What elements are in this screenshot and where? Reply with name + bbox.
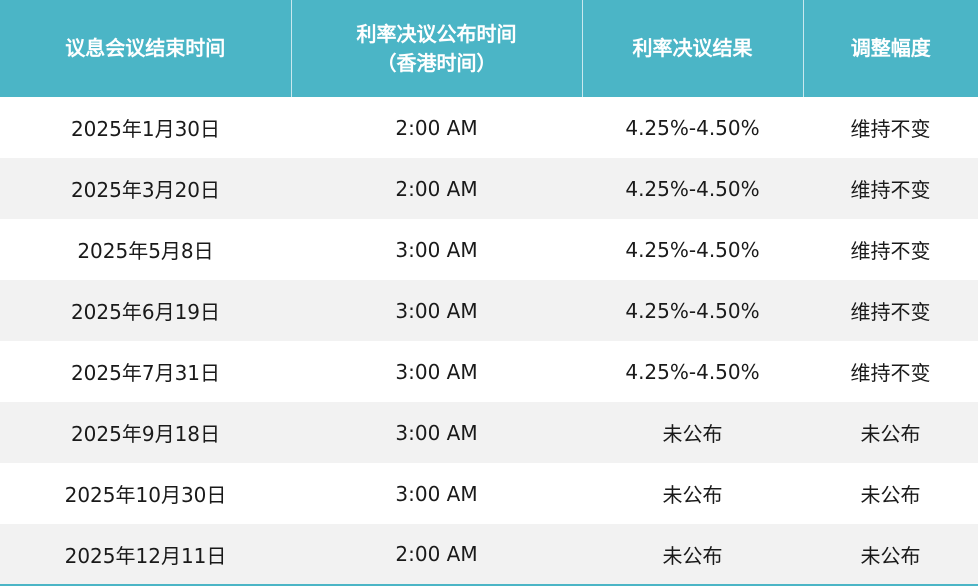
header-adjustment: 调整幅度 bbox=[803, 0, 978, 97]
cell-announcement-time: 3:00 AM bbox=[395, 359, 478, 384]
cell-rate-result: 4.25%-4.50% bbox=[625, 298, 760, 323]
cell-meeting-date: 2025年5月8日 bbox=[77, 239, 214, 263]
cell-adjustment: 未公布 bbox=[860, 483, 921, 507]
table-body: 2025年1月30日 2:00 AM 4.25%-4.50% 维持不变 2025… bbox=[0, 97, 978, 585]
cell-meeting-date: 2025年6月19日 bbox=[70, 300, 221, 324]
table-row: 2025年5月8日 3:00 AM 4.25%-4.50% 维持不变 bbox=[0, 219, 978, 280]
cell-adjustment: 维持不变 bbox=[850, 300, 931, 324]
header-announcement-time: 利率决议公布时间 （香港时间） bbox=[291, 0, 583, 97]
table-row: 2025年1月30日 2:00 AM 4.25%-4.50% 维持不变 bbox=[0, 97, 978, 158]
cell-adjustment: 未公布 bbox=[860, 543, 921, 568]
cell-meeting-date: 2025年7月31日 bbox=[70, 361, 221, 385]
cell-adjustment: 维持不变 bbox=[850, 178, 931, 202]
cell-adjustment: 未公布 bbox=[860, 422, 921, 446]
table-header: 议息会议结束时间 利率决议公布时间 （香港时间） 利率决议结果 调整幅度 bbox=[0, 0, 978, 97]
table-row: 2025年9月18日 3:00 AM 未公布 未公布 bbox=[0, 402, 978, 463]
cell-adjustment: 维持不变 bbox=[850, 361, 931, 385]
cell-announcement-time: 2:00 AM bbox=[395, 115, 478, 140]
cell-adjustment: 维持不变 bbox=[850, 239, 931, 263]
header-rate-decision: 利率决议结果 bbox=[582, 0, 804, 97]
cell-rate-result: 未公布 bbox=[662, 483, 723, 507]
header-rate-decision-label: 利率决议结果 bbox=[632, 36, 753, 60]
cell-adjustment: 维持不变 bbox=[850, 117, 931, 141]
cell-announcement-time: 3:00 AM bbox=[395, 237, 478, 262]
table-row: 2025年3月20日 2:00 AM 4.25%-4.50% 维持不变 bbox=[0, 158, 978, 219]
cell-rate-result: 4.25%-4.50% bbox=[625, 176, 760, 201]
cell-rate-result: 未公布 bbox=[662, 543, 723, 568]
header-row: 议息会议结束时间 利率决议公布时间 （香港时间） 利率决议结果 调整幅度 bbox=[0, 0, 978, 97]
cell-meeting-date: 2025年1月30日 bbox=[70, 117, 221, 141]
table-row: 2025年7月31日 3:00 AM 4.25%-4.50% 维持不变 bbox=[0, 341, 978, 402]
cell-rate-result: 4.25%-4.50% bbox=[625, 359, 760, 384]
table-row: 2025年6月19日 3:00 AM 4.25%-4.50% 维持不变 bbox=[0, 280, 978, 341]
cell-announcement-time: 3:00 AM bbox=[395, 420, 478, 445]
table-row: 2025年12月11日 2:00 AM 未公布 未公布 bbox=[0, 524, 978, 585]
header-announcement-time-label: 利率决议公布时间 bbox=[356, 21, 517, 46]
cell-meeting-date: 2025年3月20日 bbox=[70, 178, 221, 202]
cell-announcement-time: 2:00 AM bbox=[395, 176, 478, 201]
header-announcement-time-sublabel: （香港时间） bbox=[376, 50, 497, 75]
header-adjustment-label: 调整幅度 bbox=[850, 36, 931, 60]
cell-meeting-date: 2025年12月11日 bbox=[64, 543, 227, 568]
cell-announcement-time: 3:00 AM bbox=[395, 481, 478, 506]
cell-rate-result: 4.25%-4.50% bbox=[625, 237, 760, 262]
cell-announcement-time: 2:00 AM bbox=[395, 542, 478, 566]
cell-rate-result: 4.25%-4.50% bbox=[625, 115, 760, 140]
cell-meeting-date: 2025年9月18日 bbox=[70, 422, 221, 446]
header-meeting-end-date-label: 议息会议结束时间 bbox=[65, 36, 226, 60]
cell-announcement-time: 3:00 AM bbox=[395, 298, 478, 323]
table-row: 2025年10月30日 3:00 AM 未公布 未公布 bbox=[0, 463, 978, 524]
cell-meeting-date: 2025年10月30日 bbox=[64, 483, 227, 507]
cell-rate-result: 未公布 bbox=[662, 422, 723, 446]
header-meeting-end-date: 议息会议结束时间 bbox=[0, 0, 292, 97]
